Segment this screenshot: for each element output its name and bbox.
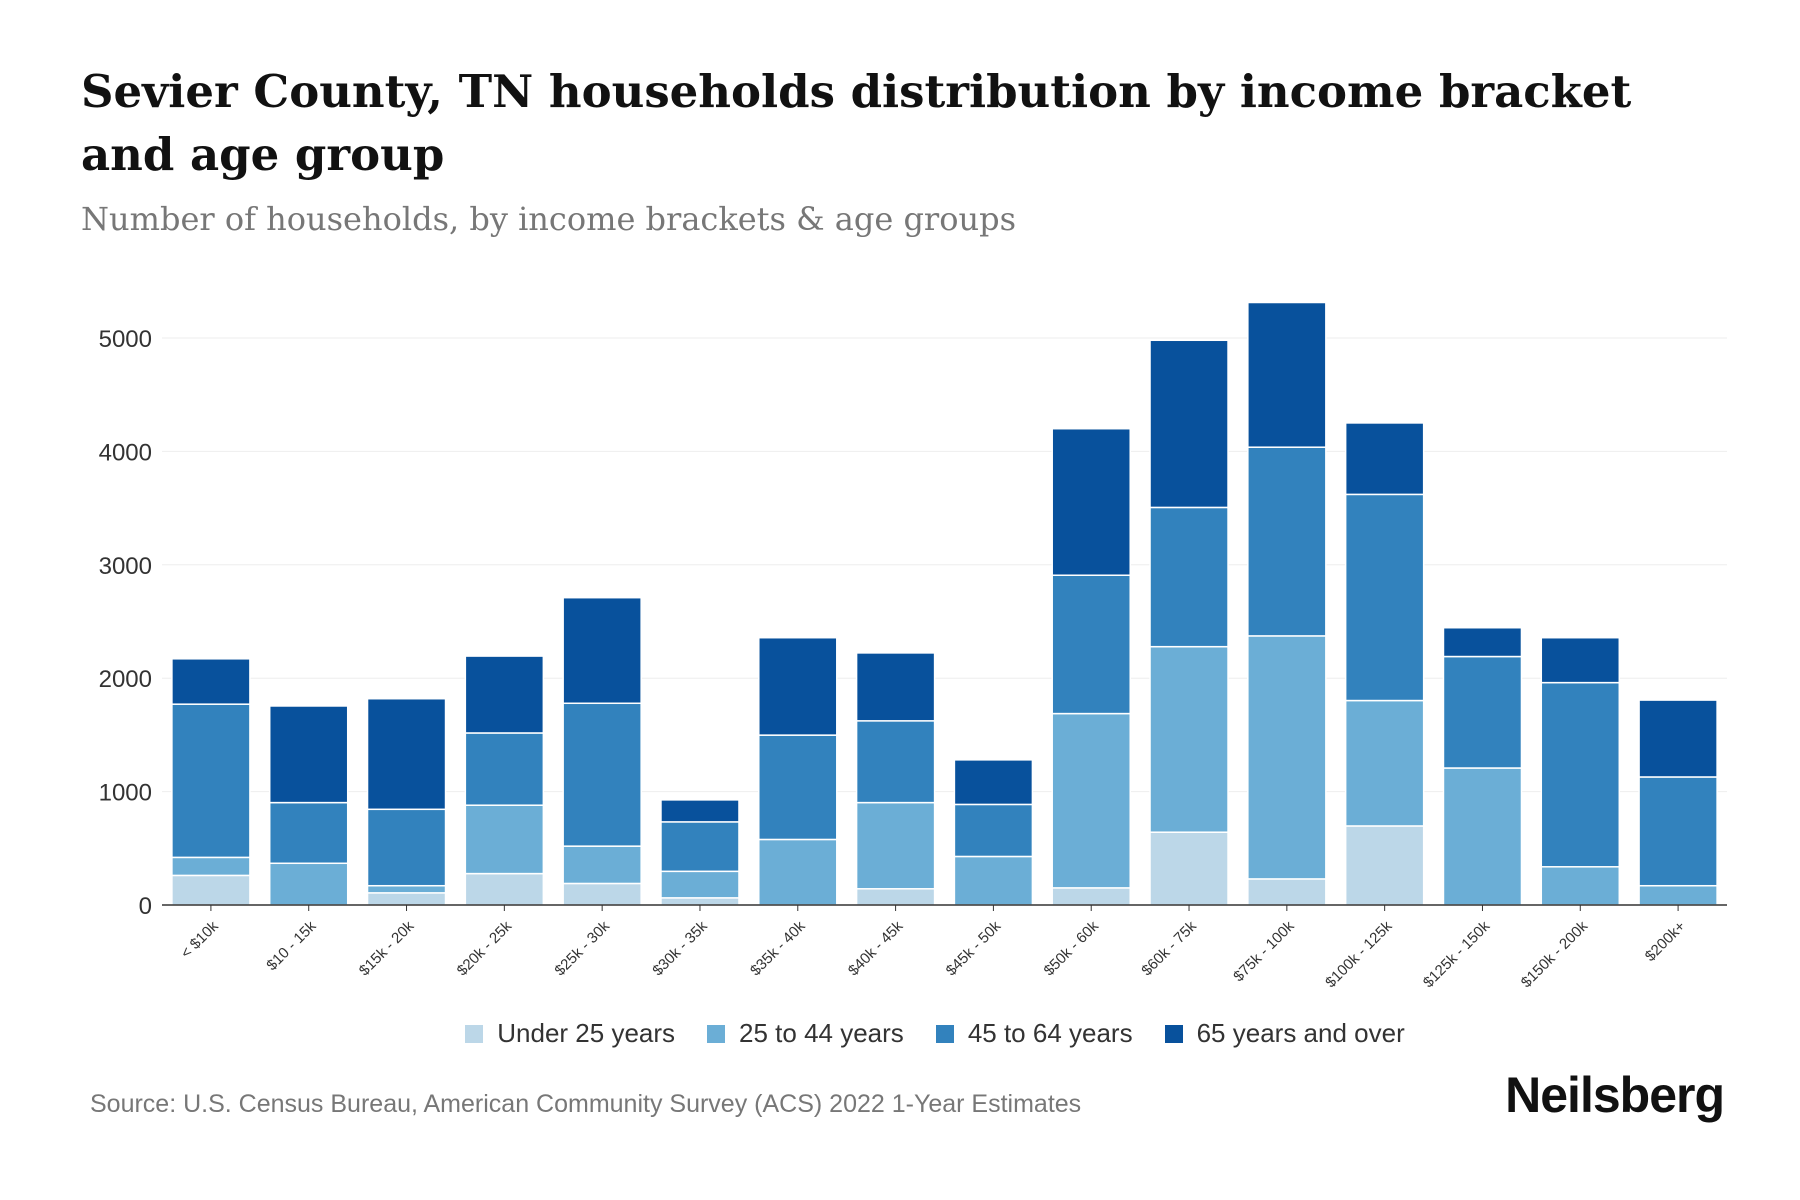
bar-segment: [366, 808, 447, 887]
bar-segment: [562, 596, 642, 705]
legend-label: 25 to 44 years: [739, 1018, 904, 1048]
bar-segment: [562, 882, 642, 906]
bar-segment: [1149, 831, 1229, 906]
x-tick-label: $10 - 15k: [263, 917, 320, 974]
bar-segment: [953, 759, 1034, 806]
bar-segment: [1344, 825, 1425, 906]
x-tick-label: $40k - 45k: [845, 917, 907, 979]
bar-segment: [1540, 681, 1621, 868]
bar-segment: [171, 856, 251, 877]
bar-segment: [1638, 776, 1718, 887]
bar-segment: [464, 804, 545, 875]
bar-segment: [1051, 574, 1131, 715]
y-tick-label: 1000: [99, 780, 152, 807]
bar-segment: [758, 636, 838, 736]
bar-segment: [660, 897, 740, 906]
bar-segment: [855, 801, 936, 890]
bar-segment: [953, 855, 1034, 906]
x-tick-label: $45k - 50k: [943, 917, 1005, 979]
y-tick-label: 3000: [99, 553, 152, 580]
bar-segment: [1344, 699, 1425, 827]
bar-segment: [855, 652, 936, 722]
bar-segment: [562, 702, 642, 847]
bar-segment: [366, 892, 447, 906]
legend-swatch: [935, 1024, 954, 1043]
bar-segment: [855, 888, 936, 906]
x-tick-label: $60k - 75k: [1138, 917, 1200, 979]
bar-segment: [1344, 422, 1425, 496]
bar-segment: [171, 658, 251, 705]
y-tick-label: 4000: [99, 439, 152, 466]
y-tick-label: 5000: [99, 326, 152, 353]
x-tick-label: $35k - 40k: [747, 917, 809, 979]
bar-segment: [1051, 427, 1131, 576]
bar-segment: [1638, 699, 1718, 778]
x-tick-label: $20k - 25k: [454, 917, 516, 979]
bar-segment: [1638, 884, 1718, 906]
bar-segment: [953, 803, 1034, 858]
legend-item: 45 to 64 years: [935, 1018, 1133, 1049]
bar-segment: [366, 697, 447, 811]
x-tick-label: $50k - 60k: [1040, 917, 1102, 979]
bar-segment: [268, 862, 349, 906]
legend-swatch: [1164, 1024, 1183, 1043]
legend-label: 45 to 64 years: [967, 1018, 1133, 1048]
bar-segment: [562, 845, 642, 885]
bar-segment: [660, 821, 740, 873]
bar-segment: [1247, 878, 1327, 906]
legend: Under 25 years 25 to 44 years 45 to 64 y…: [0, 1018, 1800, 1049]
chart-subtitle: Number of households, by income brackets…: [81, 200, 1016, 238]
legend-label: Under 25 years: [497, 1018, 676, 1048]
legend-item: 65 years and over: [1164, 1018, 1405, 1049]
bar-segment: [1344, 493, 1425, 702]
bar-segment: [1247, 635, 1327, 880]
bar-segment: [1149, 339, 1229, 509]
x-tick-label: $25k - 30k: [551, 917, 613, 979]
bar-segment: [1442, 767, 1523, 906]
bar-segment: [1247, 446, 1327, 637]
x-tick-label: $150k - 200k: [1518, 917, 1592, 991]
legend-swatch: [465, 1024, 484, 1043]
bar-segment: [1149, 506, 1229, 648]
bar-segment: [855, 720, 936, 804]
legend-label: 65 years and over: [1196, 1018, 1405, 1048]
stacked-bar-chart: 0 1000 2000 3000 4000 5000 < $10k $10 - 15k $15k…: [99, 301, 1727, 991]
bar-segment: [268, 705, 349, 804]
bar-segment: [1540, 866, 1621, 906]
bar-segment: [171, 703, 251, 859]
x-tick-label: $100k - 125k: [1322, 917, 1396, 991]
bar-segment: [660, 799, 740, 823]
legend-item: 25 to 44 years: [707, 1018, 904, 1049]
x-tick-label: $75k - 100k: [1230, 917, 1298, 985]
x-tick-label: $30k - 35k: [649, 917, 711, 979]
bar-segment: [1051, 712, 1131, 889]
neilsberg-logo: Neilsberg: [1505, 1067, 1725, 1123]
y-tick-label: 0: [139, 893, 152, 920]
bar-segment: [758, 838, 838, 906]
x-tick-label: $125k - 150k: [1420, 917, 1494, 991]
bar-segment: [758, 734, 838, 841]
bar-segment: [1051, 887, 1131, 906]
bar-segment: [1247, 301, 1327, 448]
bar-segment: [464, 732, 545, 806]
source-note: Source: U.S. Census Bureau, American Com…: [90, 1090, 1082, 1118]
bar-segment: [464, 655, 545, 734]
bar-segment: [1149, 645, 1229, 833]
bar-segment: [171, 874, 251, 906]
bar-segment: [464, 872, 545, 906]
x-tick-label: < $10k: [178, 917, 223, 962]
y-tick-label: 2000: [99, 666, 152, 693]
bar-segment: [1540, 636, 1621, 684]
x-tick-label: $15k - 20k: [356, 917, 418, 979]
bar-segment: [366, 884, 447, 894]
bar-segment: [660, 870, 740, 899]
bar-segment: [268, 801, 349, 865]
bar-segment: [1442, 626, 1523, 658]
x-tick-label: $200k+: [1642, 918, 1689, 965]
chart-title: Sevier County, TN households distributio…: [81, 65, 1632, 181]
legend-item: Under 25 years: [465, 1018, 675, 1049]
bar-segment: [1442, 655, 1523, 769]
legend-swatch: [707, 1024, 726, 1043]
